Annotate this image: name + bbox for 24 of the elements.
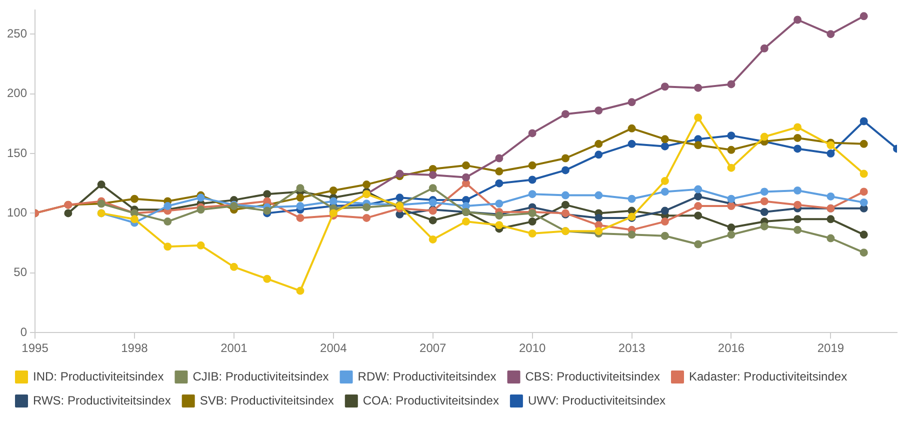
- x-tick-label: 2016: [718, 341, 745, 356]
- y-tick-label: 250: [6, 26, 28, 40]
- x-tick-label: 2010: [518, 341, 546, 356]
- legend-label: COA: Productiviteitsindex: [362, 393, 499, 408]
- y-tick-label: 200: [6, 86, 28, 100]
- x-tick-label: 2013: [618, 341, 646, 356]
- legend-label: CJIB: Productiviteitsindex: [192, 369, 329, 384]
- legend-label: IND: Productiviteitsindex: [33, 369, 164, 384]
- legend-label: RWS: Productiviteitsindex: [33, 393, 171, 408]
- legend-label: Kadaster: Productiviteitsindex: [688, 369, 848, 384]
- legend-label: SVB: Productiviteitsindex: [200, 393, 334, 408]
- legend-label: RDW: Productiviteitsindex: [358, 369, 496, 384]
- x-tick-label: 1995: [22, 341, 49, 356]
- x-tick-label: 2007: [420, 341, 447, 356]
- y-tick-label: 0: [20, 324, 28, 339]
- y-tick-label: 150: [6, 146, 28, 160]
- x-tick-label: 1998: [121, 341, 148, 356]
- y-tick-label: 50: [14, 265, 28, 280]
- x-tick-label: 2019: [817, 341, 844, 356]
- x-tick-label: 2001: [220, 341, 248, 356]
- y-tick-label: 100: [6, 206, 28, 220]
- x-tick-label: 2004: [320, 341, 348, 356]
- legend-label: UWV: Productiviteitsindex: [528, 393, 666, 408]
- legend-label: CBS: Productiviteitsindex: [525, 369, 660, 384]
